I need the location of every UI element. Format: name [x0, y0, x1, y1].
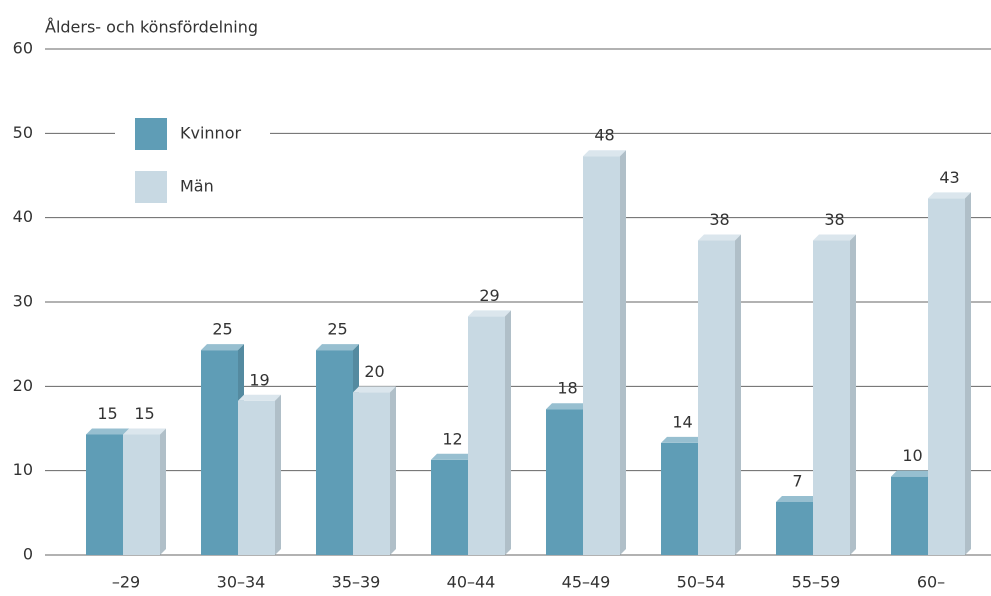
x-tick-label: 30–34	[217, 573, 266, 592]
bar	[86, 428, 129, 555]
bar	[238, 394, 281, 555]
bar	[891, 470, 934, 555]
legend-swatch	[135, 171, 167, 203]
bar	[316, 344, 359, 555]
y-tick-label: 50	[13, 123, 33, 142]
bar-front	[813, 240, 850, 556]
bar	[201, 344, 244, 555]
y-tick-label: 0	[23, 545, 33, 564]
x-tick-label: –29	[112, 573, 140, 592]
bar-top	[201, 344, 244, 351]
value-label: 29	[479, 286, 499, 305]
bar-top	[583, 150, 626, 157]
x-tick-label: 45–49	[562, 573, 611, 592]
bar-front	[891, 476, 928, 555]
y-tick-label: 30	[13, 292, 33, 311]
value-label: 38	[824, 210, 844, 229]
value-label: 25	[327, 320, 347, 339]
legend-label: Män	[180, 177, 214, 196]
bar-front	[928, 198, 965, 555]
bar	[928, 192, 971, 555]
legend-swatch	[135, 118, 167, 150]
bar-top	[316, 344, 359, 351]
bar-side	[390, 386, 396, 555]
bar-side	[735, 234, 741, 556]
bar-front	[661, 442, 698, 555]
bar-front	[86, 434, 123, 555]
bar	[431, 453, 474, 555]
bar	[546, 403, 589, 555]
value-label: 15	[134, 404, 154, 423]
bar-front	[546, 409, 583, 555]
bar	[353, 386, 396, 555]
bar	[468, 310, 511, 555]
bar-side	[850, 234, 856, 556]
bar	[123, 428, 166, 555]
bar-top	[468, 310, 511, 317]
bar-front	[468, 316, 505, 555]
bar-front	[698, 240, 735, 556]
bar-front	[123, 434, 160, 555]
bar-top	[353, 386, 396, 393]
bar-top	[431, 453, 474, 460]
value-label: 38	[709, 210, 729, 229]
bar-top	[238, 394, 281, 401]
value-label: 48	[594, 126, 614, 145]
value-label: 20	[364, 362, 384, 381]
value-label: 15	[97, 404, 117, 423]
bar-top	[776, 495, 819, 502]
x-tick-label: 60–	[917, 573, 945, 592]
bar	[661, 436, 704, 555]
x-tick-label: 35–39	[332, 573, 381, 592]
bar-front	[316, 350, 353, 555]
bar	[776, 495, 819, 555]
bar-front	[583, 156, 620, 555]
bar	[583, 150, 626, 555]
value-label: 19	[249, 370, 269, 389]
legend-label: Kvinnor	[180, 124, 241, 143]
chart-title: Ålders- och könsfördelning	[45, 18, 258, 37]
value-label: 10	[902, 446, 922, 465]
value-label: 7	[792, 471, 802, 490]
y-tick-label: 20	[13, 376, 33, 395]
bar-side	[505, 310, 511, 555]
x-tick-label: 50–54	[677, 573, 726, 592]
bar	[698, 234, 741, 556]
y-tick-label: 10	[13, 460, 33, 479]
bar-front	[353, 392, 390, 555]
value-label: 18	[557, 379, 577, 398]
bar-top	[891, 470, 934, 477]
bar-side	[620, 150, 626, 555]
bar-front	[431, 459, 468, 555]
x-tick-label: 55–59	[792, 573, 841, 592]
y-tick-label: 40	[13, 207, 33, 226]
bar-top	[546, 403, 589, 410]
value-label: 12	[442, 429, 462, 448]
bar-front	[776, 501, 813, 555]
bar-top	[813, 234, 856, 241]
bar	[813, 234, 856, 556]
bar-side	[965, 192, 971, 555]
value-label: 25	[212, 320, 232, 339]
bar-side	[275, 394, 281, 555]
value-label: 14	[672, 412, 692, 431]
bar-side	[160, 428, 166, 555]
value-label: 43	[939, 168, 959, 187]
bar-front	[238, 400, 275, 555]
bar-top	[661, 436, 704, 443]
bar-top	[698, 234, 741, 241]
bar-top	[928, 192, 971, 199]
bar-top	[86, 428, 129, 435]
bar-top	[123, 428, 166, 435]
x-tick-label: 40–44	[447, 573, 496, 592]
y-tick-label: 60	[13, 39, 33, 58]
bar-front	[201, 350, 238, 555]
